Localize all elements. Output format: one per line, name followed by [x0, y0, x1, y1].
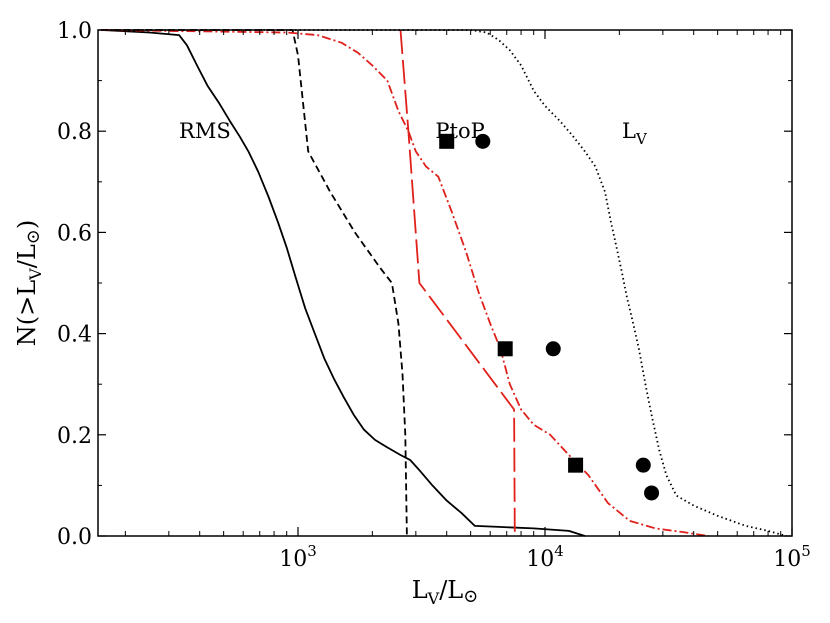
y-axis-title: N(>LV/L⊙) — [13, 220, 45, 346]
x-axis-title: LV/L⊙ — [412, 576, 479, 608]
series-line-2 — [101, 29, 408, 537]
circle-marker-1 — [475, 133, 491, 149]
y-tick-label: 0.0 — [57, 525, 92, 550]
square-marker-3 — [568, 457, 584, 473]
y-tick-label: 0.2 — [57, 424, 92, 449]
circle-marker-2 — [545, 341, 561, 357]
y-tick-label: 1.0 — [57, 19, 92, 44]
annotation-1: RMS — [179, 119, 231, 143]
series-line-3 — [101, 29, 709, 537]
annotation-3: LV — [622, 119, 648, 148]
x-tick-label: 104 — [526, 542, 564, 572]
series-layer — [101, 29, 787, 537]
y-tick-label: 0.4 — [57, 323, 92, 348]
annotation-layer: RMS PtoP LV — [179, 119, 648, 148]
y-tick-label: 0.6 — [57, 221, 92, 246]
circle-marker-4 — [644, 485, 660, 501]
square-marker-1 — [439, 133, 455, 149]
series-line-4 — [399, 29, 516, 537]
series-line-5 — [101, 29, 787, 537]
circle-marker-3 — [635, 457, 651, 473]
x-tick-label: 105 — [773, 542, 811, 572]
x-tick-label: 103 — [279, 542, 317, 572]
square-marker-2 — [497, 341, 513, 357]
series-line-1 — [101, 29, 586, 537]
y-tick-label: 0.8 — [57, 120, 92, 145]
plot-background — [98, 30, 792, 536]
tick-layer: 0.0 0.2 0.4 0.6 0.8 1.0 103 104 105 — [57, 19, 811, 572]
marker-layer — [439, 133, 660, 501]
annotation-2: PtoP — [435, 119, 484, 143]
